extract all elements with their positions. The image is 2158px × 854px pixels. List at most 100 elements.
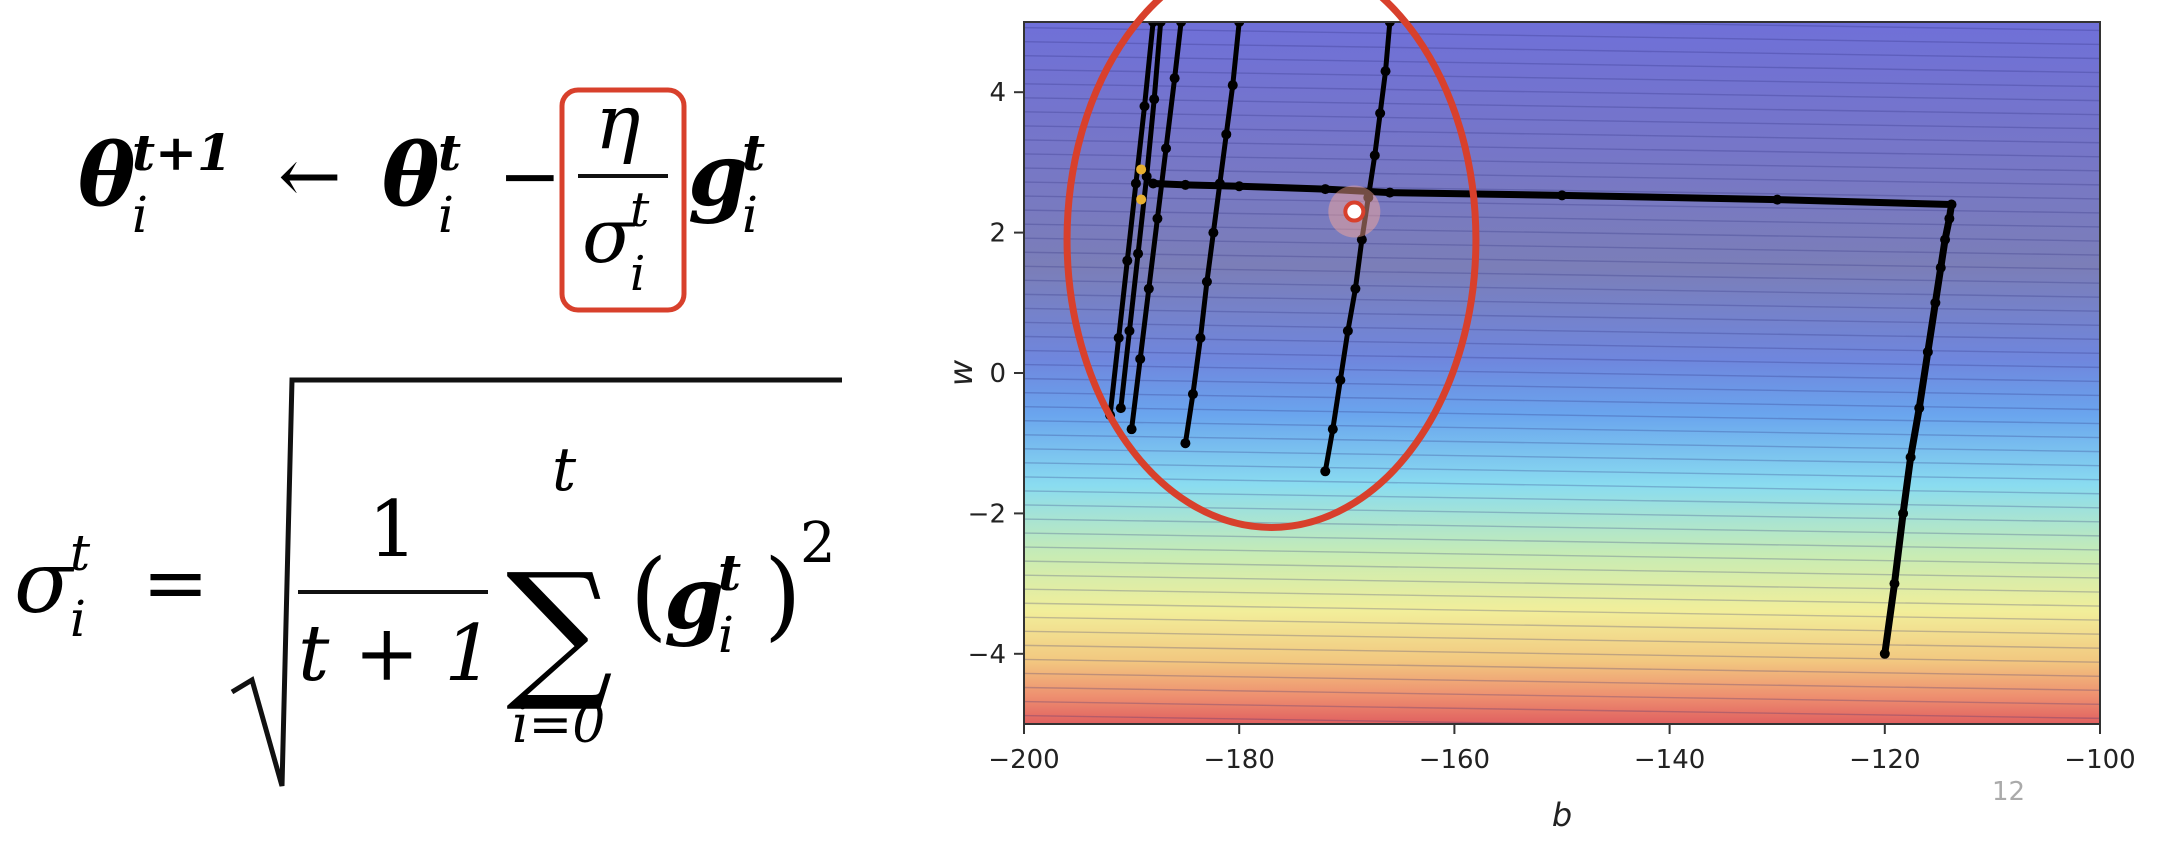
plot-background: [1024, 22, 2100, 724]
contour-line: [1024, 111, 2100, 130]
trajectory-point: [1940, 234, 1951, 245]
contour-line: [1024, 167, 2100, 186]
trajectory-point: [1922, 346, 1933, 357]
trajectory-point: [1375, 108, 1386, 119]
trajectory-point: [1139, 101, 1150, 112]
trajectory-point: [1234, 181, 1245, 192]
g-subscript: i: [742, 186, 758, 244]
t-plus-1-denominator: t + 1: [298, 609, 494, 699]
trajectory-point: [1898, 508, 1909, 519]
trajectory-point: [1187, 389, 1198, 400]
theta-subscript-2: i: [438, 186, 454, 244]
trajectory-point: [1946, 199, 1957, 210]
trajectory-point: [1369, 150, 1380, 161]
goal-marker: [1343, 200, 1366, 223]
contour-line: [1024, 462, 2100, 481]
contour-line: [1024, 560, 2100, 579]
trajectory-point: [1169, 73, 1180, 84]
contour-line: [1024, 714, 1607, 724]
formula-panel: θ t+1 i ← θ t i − η σ t i g t i σ t i = …: [14, 77, 842, 787]
trajectory-point: [1149, 94, 1160, 105]
contour-line: [1024, 251, 2100, 270]
trajectory-point: [1944, 213, 1955, 224]
trajectory-point: [1176, 22, 1187, 27]
trajectory-point: [1342, 325, 1353, 336]
contour-line: [1024, 209, 2100, 228]
trajectory-line: [1118, 22, 1164, 409]
trajectory-line: [1152, 179, 1956, 655]
contour-line: [1024, 40, 2100, 60]
trajectory-point: [1557, 190, 1567, 201]
theta-symbol: θ: [78, 125, 136, 226]
path-tip-marker: [1136, 194, 1147, 205]
trajectory-point: [1195, 332, 1206, 343]
page-number: 12: [1992, 777, 2025, 807]
trajectory-point: [1115, 403, 1126, 414]
trajectory-point: [1161, 143, 1172, 154]
trajectory-point: [1152, 213, 1163, 224]
contour-line: [1024, 26, 2100, 46]
x-tick-label: −140: [1634, 745, 1705, 775]
y-tick-label: 4: [989, 78, 1006, 108]
x-tick-label: −160: [1419, 745, 1490, 775]
contour-line: [1024, 658, 2100, 677]
contour-line: [1024, 153, 2100, 172]
trajectory-point: [1905, 452, 1916, 463]
update-arrow: ←: [278, 131, 342, 220]
trajectory-point: [1201, 276, 1212, 287]
trajectory-point: [1148, 22, 1159, 27]
y-axis-label: w: [942, 359, 980, 386]
y-tick-label: 0: [989, 359, 1006, 389]
trajectory-point: [1135, 353, 1146, 364]
trajectory-point: [1356, 234, 1367, 245]
contour-line: [1024, 490, 2100, 509]
trajectory-point: [1914, 403, 1925, 414]
sigma-definition: σ t i = 1 t + 1 t ∑ i=0 ( g t i ) 2: [14, 377, 842, 787]
trajectory-point: [1320, 184, 1331, 195]
trajectory-point: [1327, 424, 1338, 435]
contour-line: [1024, 420, 2100, 439]
right-paren: ): [764, 539, 801, 651]
trajectory-point: [1122, 255, 1133, 266]
trajectory-point: [1148, 178, 1159, 189]
trajectory-point: [1363, 192, 1374, 203]
sum-symbol: ∑: [506, 542, 613, 716]
trajectory-point: [1879, 648, 1890, 659]
contour-line: [1024, 532, 2100, 551]
contour-line: [1024, 223, 2100, 242]
trajectory-point: [1335, 375, 1346, 386]
trajectory-point: [1930, 297, 1941, 308]
highlight-box: [559, 87, 687, 313]
contour-line: [1024, 476, 2100, 495]
trajectory-point: [1113, 332, 1124, 343]
square-exponent: 2: [800, 511, 836, 576]
sqrt-sign: [230, 377, 842, 787]
g2-subscript: i: [718, 606, 734, 664]
y-axis-ticks: −4 −2 0 2 4: [968, 78, 1024, 670]
contour-line: [1024, 125, 2100, 144]
theta-subscript: i: [132, 186, 148, 244]
sigma-def-subscript: i: [70, 590, 86, 648]
one-numerator: 1: [368, 485, 418, 575]
trajectory-point: [1208, 227, 1219, 238]
sigma-subscript: i: [630, 246, 645, 302]
trajectory-point: [1141, 171, 1152, 182]
contour-line: [1024, 686, 2100, 706]
contour-line: [1024, 54, 2100, 74]
y-tick-label: 2: [989, 219, 1006, 249]
trajectory-point: [1180, 179, 1191, 190]
x-axis-ticks: −200 −180 −160 −140 −120 −100: [988, 724, 2136, 775]
contour-line: [1024, 139, 2100, 158]
x-tick-label: −180: [1203, 745, 1274, 775]
g2-superscript: t: [718, 543, 741, 602]
trajectory-point: [1130, 178, 1141, 189]
contour-line: [1024, 700, 2100, 720]
contour-line: [1024, 195, 2100, 214]
contour-line: [1024, 546, 2100, 565]
contour-line: [1024, 602, 2100, 621]
sigma-superscript: t: [630, 182, 650, 238]
contour-line: [1024, 616, 2100, 635]
trajectory-point: [1935, 262, 1946, 273]
trajectory-point: [1380, 66, 1391, 77]
trajectory-point: [1214, 178, 1225, 189]
